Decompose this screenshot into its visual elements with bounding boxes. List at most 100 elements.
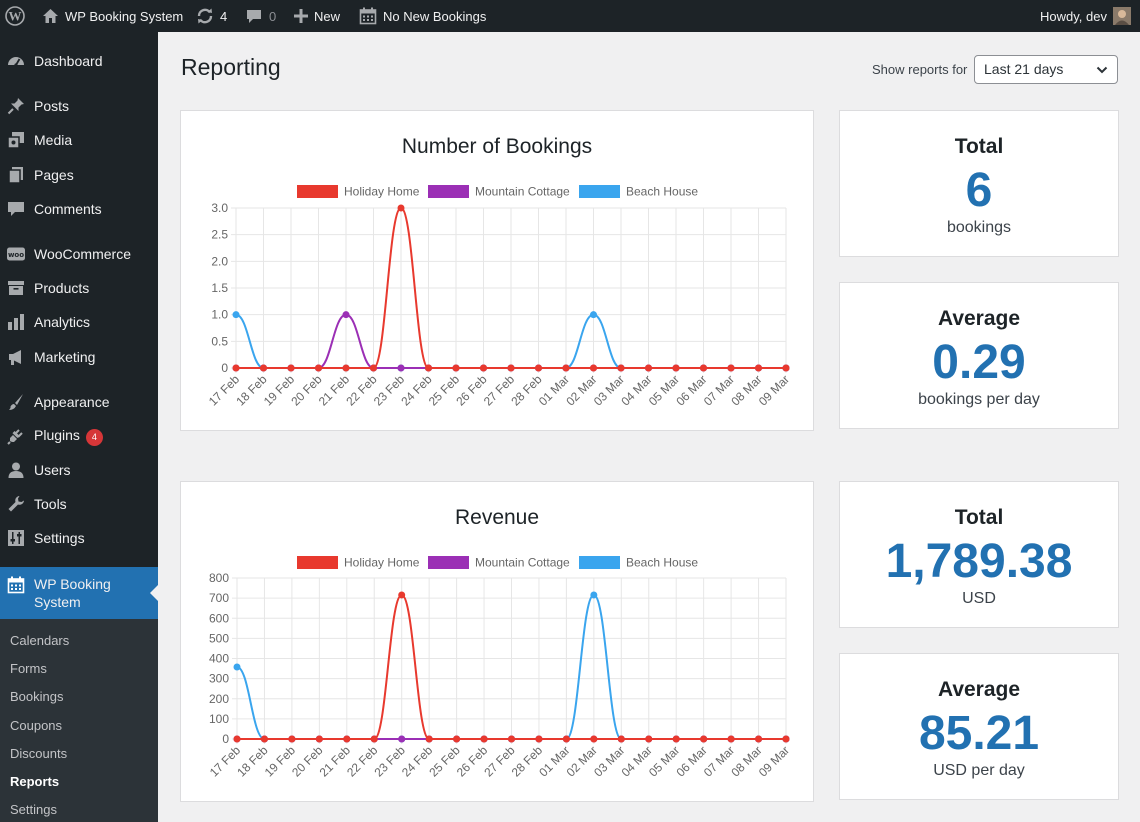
paintbrush-icon xyxy=(9,394,23,410)
revenue-chart: Holiday Home Mountain Cottage Beach House 0… xyxy=(207,556,792,780)
data-point-holiday-home xyxy=(425,364,432,372)
legend-label-holiday-home: Holiday Home xyxy=(344,556,420,570)
data-point-holiday-home xyxy=(700,735,708,743)
y-tick-label: 400 xyxy=(209,652,229,666)
comments-link[interactable]: 0 xyxy=(245,0,276,32)
bookings-label: No New Bookings xyxy=(383,8,487,24)
bookings-chart-card: Number of Bookings Holiday Home Mountain … xyxy=(180,110,814,431)
y-tick-label: 300 xyxy=(209,672,229,686)
y-tick-label: 100 xyxy=(209,712,229,726)
submenu-item-coupons[interactable]: Coupons xyxy=(10,718,63,733)
sidebar-item-analytics[interactable]: Analytics xyxy=(0,305,158,339)
data-point-holiday-home xyxy=(370,364,377,372)
sliders-icon xyxy=(8,530,24,546)
sidebar-item-users[interactable]: Users xyxy=(0,453,158,487)
submenu-item-reports[interactable]: Reports xyxy=(10,774,60,789)
legend-label-mountain-cottage: Mountain Cottage xyxy=(475,185,570,199)
submenu-item-settings[interactable]: Settings xyxy=(10,802,57,817)
data-point-beach-house xyxy=(590,591,598,599)
y-tick-label: 200 xyxy=(209,692,229,706)
y-tick-label: 1.5 xyxy=(211,281,228,295)
sidebar-item-tools[interactable]: Tools xyxy=(0,487,158,521)
submenu-item-bookings[interactable]: Bookings xyxy=(10,689,64,704)
updates-link[interactable]: 4 xyxy=(196,0,227,32)
site-name: WP Booking System xyxy=(65,8,184,24)
new-content-link[interactable]: New xyxy=(294,0,340,32)
sidebar-item-dashboard[interactable]: Dashboard xyxy=(0,44,158,78)
sidebar-item-pages[interactable]: Pages xyxy=(0,158,158,192)
sidebar-item-settings[interactable]: Settings xyxy=(0,521,158,555)
y-tick-label: 700 xyxy=(209,591,229,605)
data-point-holiday-home xyxy=(562,364,570,372)
legend-label-holiday-home: Holiday Home xyxy=(344,185,420,199)
data-point-holiday-home xyxy=(617,364,625,372)
report-range-select[interactable]: Last 21 days xyxy=(974,55,1118,84)
chart-title: Revenue xyxy=(454,506,540,529)
y-tick-label: 0.5 xyxy=(211,334,228,348)
y-tick-label: 2.5 xyxy=(211,228,228,242)
data-point-holiday-home xyxy=(260,735,268,743)
new-bookings-link[interactable]: No New Bookings xyxy=(359,0,486,32)
plug-icon xyxy=(7,429,23,445)
legend-label-mountain-cottage: Mountain Cottage xyxy=(475,556,570,570)
sidebar-item-woocommerce[interactable]: woo WooCommerce xyxy=(7,246,131,262)
submenu-item-discounts[interactable]: Discounts xyxy=(10,746,68,761)
data-point-holiday-home xyxy=(480,735,488,743)
account-menu[interactable]: Howdy, dev xyxy=(1040,0,1131,32)
legend-swatch-beach-house xyxy=(579,556,620,569)
stat-label: Average xyxy=(937,307,1021,330)
sidebar-item-marketing[interactable]: Marketing xyxy=(0,340,158,374)
current-menu-arrow xyxy=(150,585,158,601)
bookings-total-card: Total 6 bookings xyxy=(839,110,1119,257)
stat-unit: bookings per day xyxy=(918,391,1040,408)
data-point-holiday-home xyxy=(480,364,487,372)
data-point-holiday-home xyxy=(287,364,295,372)
series-line-holiday-home xyxy=(235,206,786,370)
y-tick-label: 3.0 xyxy=(211,201,228,215)
data-point-holiday-home xyxy=(315,735,323,743)
data-point-holiday-home xyxy=(370,735,378,743)
svg-text:woo: woo xyxy=(8,251,24,259)
data-point-holiday-home xyxy=(233,735,241,743)
sidebar-item-posts[interactable]: Posts xyxy=(0,89,158,123)
wrench-icon xyxy=(8,496,24,512)
data-point-holiday-home xyxy=(260,364,267,372)
stat-label: Total xyxy=(954,506,1004,529)
data-point-beach-house xyxy=(590,311,597,319)
revenue-total-card: Total 1,789.38 USD xyxy=(839,481,1119,628)
stat-unit: USD per day xyxy=(933,762,1025,779)
legend-swatch-holiday-home xyxy=(297,556,338,569)
data-point-holiday-home xyxy=(232,364,240,372)
archive-icon xyxy=(8,281,24,295)
site-name-link[interactable]: WP Booking System xyxy=(42,0,183,32)
revenue-chart-card: Revenue Holiday Home Mountain Cottage Beac… xyxy=(180,481,814,802)
woocommerce-icon: woo xyxy=(7,247,25,261)
stat-value: 85.21 xyxy=(918,707,1040,760)
legend-swatch-holiday-home xyxy=(297,185,338,198)
data-point-holiday-home xyxy=(535,735,543,743)
home-icon xyxy=(43,9,58,23)
data-point-holiday-home xyxy=(343,735,351,743)
data-point-holiday-home xyxy=(398,591,406,599)
comments-count: 0 xyxy=(269,8,277,24)
sidebar-item-plugins[interactable]: Plugins 4 xyxy=(0,419,158,453)
sidebar-item-wp-booking-system[interactable]: WP Booking System xyxy=(0,567,158,619)
stat-unit: bookings xyxy=(946,219,1012,236)
data-point-holiday-home xyxy=(452,364,460,372)
legend-swatch-mountain-cottage xyxy=(428,556,469,569)
sidebar-item-appearance[interactable]: Appearance xyxy=(0,385,158,419)
x-tick-label: 09 Mar xyxy=(756,743,792,779)
sidebar-item-media[interactable]: Media xyxy=(0,123,158,157)
calendar-icon xyxy=(359,7,377,25)
data-point-holiday-home xyxy=(645,735,653,743)
wordpress-logo-icon[interactable]: W xyxy=(5,0,25,32)
comment-icon xyxy=(247,9,261,23)
sidebar-item-products[interactable]: Products xyxy=(0,271,158,305)
submenu-item-calendars[interactable]: Calendars xyxy=(10,633,70,648)
updates-count: 4 xyxy=(220,8,228,24)
submenu-item-forms[interactable]: Forms xyxy=(10,661,47,676)
data-point-mountain-cottage xyxy=(397,364,405,372)
legend-label-beach-house: Beach House xyxy=(626,556,698,570)
sidebar-item-comments[interactable]: Comments xyxy=(0,192,158,226)
admin-bar: W WP Booking System 4 0 New No New Booki… xyxy=(0,0,1140,32)
